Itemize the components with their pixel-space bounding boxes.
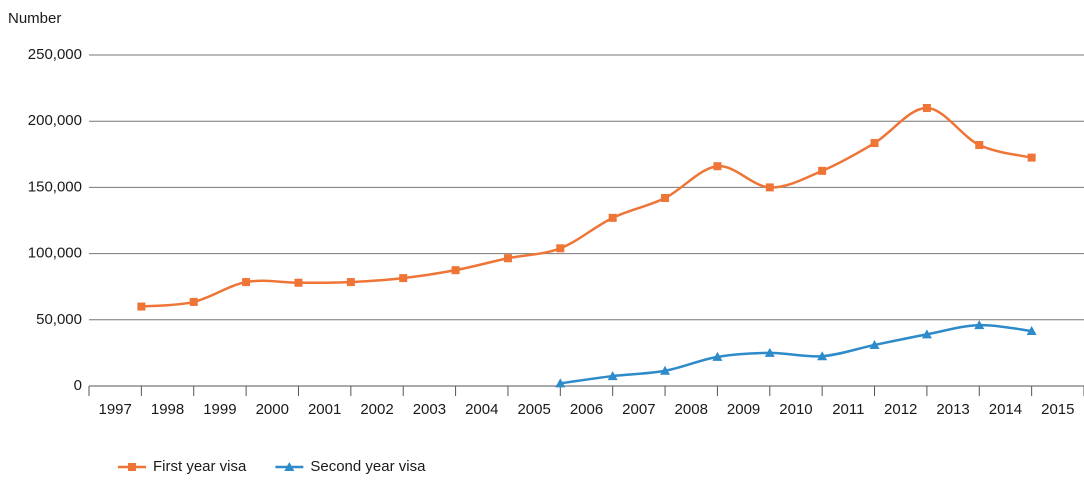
marker xyxy=(765,183,774,192)
y-tick-label: 150,000 xyxy=(28,178,82,195)
x-tick-label: 2001 xyxy=(308,401,341,418)
x-tick-label: 2015 xyxy=(1041,401,1074,418)
marker xyxy=(1027,153,1036,162)
marker xyxy=(399,274,408,283)
marker xyxy=(1026,326,1037,336)
x-tick-label: 1999 xyxy=(203,401,236,418)
marker xyxy=(975,141,984,150)
y-tick-label: 50,000 xyxy=(36,311,82,328)
x-tick-label: 2007 xyxy=(622,401,655,418)
marker xyxy=(661,193,670,202)
x-tick-label: 2014 xyxy=(989,401,1022,418)
marker xyxy=(870,139,879,148)
x-tick-label: 2011 xyxy=(832,401,864,418)
x-tick-label: 2003 xyxy=(413,401,446,418)
x-tick-label: 2012 xyxy=(884,401,917,418)
marker xyxy=(503,254,512,263)
marker xyxy=(713,162,722,171)
y-axis-title: Number xyxy=(8,10,61,27)
marker xyxy=(764,347,775,357)
marker xyxy=(921,329,932,339)
x-tick-label: 2010 xyxy=(779,401,812,418)
legend-label: Second year visa xyxy=(310,458,426,475)
marker xyxy=(284,462,295,471)
marker xyxy=(608,213,617,222)
marker xyxy=(712,351,723,361)
series-line xyxy=(560,323,1032,385)
marker xyxy=(242,278,251,287)
marker xyxy=(607,371,618,381)
marker xyxy=(556,244,565,253)
x-tick-label: 2000 xyxy=(256,401,289,418)
x-tick-label: 2008 xyxy=(675,401,708,418)
marker xyxy=(922,103,931,112)
x-tick-label: 2005 xyxy=(517,401,550,418)
y-tick-label: 200,000 xyxy=(28,112,82,129)
marker xyxy=(660,365,671,375)
y-tick-label: 100,000 xyxy=(28,245,82,262)
legend-label: First year visa xyxy=(153,458,247,475)
y-tick-label: 250,000 xyxy=(28,46,82,63)
marker xyxy=(128,463,136,471)
x-tick-label: 1997 xyxy=(98,401,131,418)
x-tick-label: 2006 xyxy=(570,401,603,418)
marker xyxy=(189,297,198,306)
marker xyxy=(817,351,828,361)
y-tick-label: 0 xyxy=(74,377,82,394)
marker xyxy=(555,378,566,388)
marker xyxy=(451,266,460,275)
series-line xyxy=(141,106,1032,308)
marker xyxy=(974,320,985,330)
marker xyxy=(294,278,303,287)
x-tick-label: 2002 xyxy=(360,401,393,418)
x-tick-label: 2004 xyxy=(465,401,498,418)
marker xyxy=(818,166,827,175)
x-tick-label: 1998 xyxy=(151,401,184,418)
x-tick-label: 2013 xyxy=(936,401,969,418)
marker xyxy=(137,302,146,311)
marker xyxy=(869,339,880,349)
x-tick-label: 2009 xyxy=(727,401,760,418)
marker xyxy=(346,278,355,287)
